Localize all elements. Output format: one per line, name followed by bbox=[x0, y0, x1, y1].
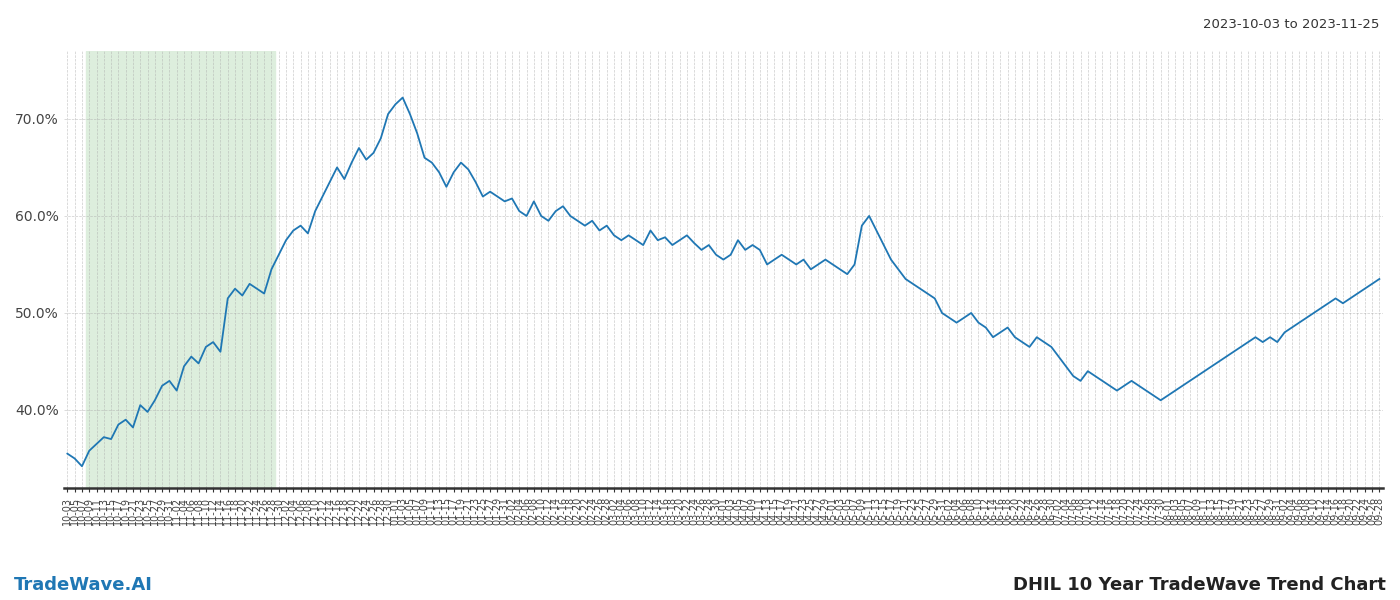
Text: DHIL 10 Year TradeWave Trend Chart: DHIL 10 Year TradeWave Trend Chart bbox=[1014, 576, 1386, 594]
Bar bbox=[85, 51, 276, 488]
Text: 2023-10-03 to 2023-11-25: 2023-10-03 to 2023-11-25 bbox=[1203, 18, 1379, 31]
Text: TradeWave.AI: TradeWave.AI bbox=[14, 576, 153, 594]
